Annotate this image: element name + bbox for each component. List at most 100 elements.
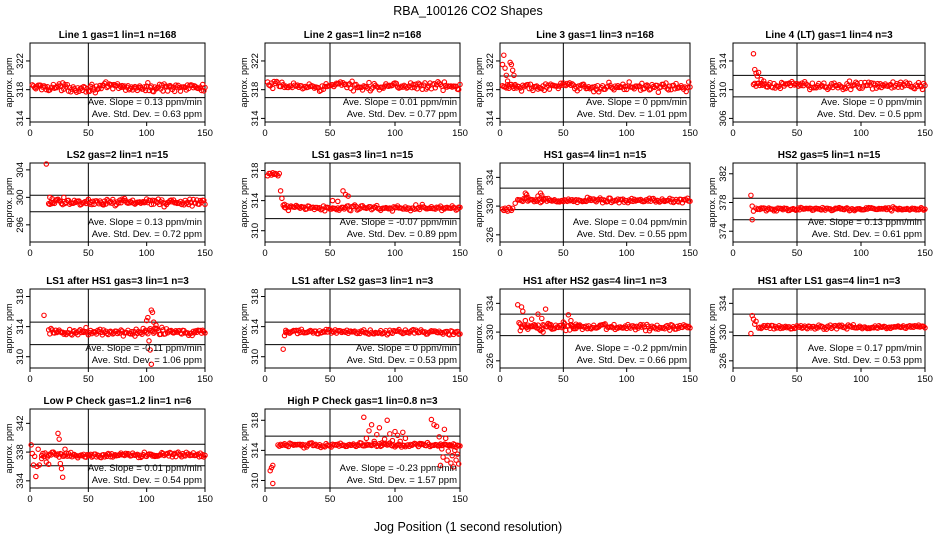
series-points [280, 326, 463, 352]
x-tick-label: 50 [558, 374, 569, 385]
data-point [97, 82, 103, 89]
data-point [432, 85, 439, 91]
y-tick-label: 378 [718, 195, 729, 211]
slope-annotation: Ave. Slope = -0.11 ppm/min [85, 343, 202, 354]
x-tick-label: 50 [792, 248, 803, 259]
data-point [384, 332, 390, 338]
data-point [577, 85, 583, 92]
data-point [666, 327, 673, 333]
data-point [440, 87, 446, 94]
x-tick-label: 0 [27, 374, 32, 385]
y-axis-label: approx. ppm [4, 423, 14, 473]
y-tick-label: 314 [15, 110, 26, 126]
plot-frame [732, 42, 926, 123]
data-point [807, 323, 813, 330]
data-point [281, 332, 288, 339]
std-dev-annotation: Ave. Std. Dev. = 0.63 ppm [92, 109, 202, 120]
x-tick-label: 150 [452, 374, 468, 385]
data-point [57, 460, 64, 467]
data-point [535, 311, 541, 317]
data-point [623, 86, 630, 93]
data-point [584, 325, 591, 332]
data-point [149, 309, 156, 316]
data-point [45, 461, 52, 468]
data-point [410, 81, 416, 88]
data-point [749, 216, 755, 223]
data-point [138, 330, 144, 336]
data-point [68, 89, 74, 95]
data-point [509, 67, 516, 74]
y-tick-label: 374 [718, 223, 729, 239]
data-point [115, 200, 122, 206]
std-dev-annotation: Ave. Std. Dev. = 0.66 ppm [577, 355, 687, 366]
data-point [499, 61, 506, 68]
x-tick-label: 50 [83, 494, 94, 505]
data-point [363, 435, 370, 442]
x-tick-label: 150 [452, 248, 468, 259]
data-point [540, 329, 546, 335]
data-point [134, 87, 141, 94]
data-point [539, 315, 545, 322]
slope-annotation: Ave. Slope = 0.01 ppm/min [343, 97, 457, 108]
x-tick-label: 100 [619, 248, 635, 259]
data-point [868, 80, 874, 86]
data-point [283, 327, 289, 334]
data-point [164, 88, 171, 94]
series-points [264, 170, 463, 214]
data-point [202, 330, 208, 336]
y-tick-label: 334 [15, 473, 26, 489]
data-point [444, 457, 450, 463]
slope-annotation: Ave. Slope = 0.13 ppm/min [808, 217, 922, 228]
x-tick-label: 0 [730, 248, 735, 259]
x-tick-label: 50 [325, 374, 336, 385]
data-point [687, 325, 693, 331]
data-point [371, 438, 377, 445]
data-point [886, 324, 892, 330]
data-point [455, 86, 462, 93]
x-tick-label: 0 [27, 248, 32, 259]
series-points [29, 79, 208, 96]
data-point [281, 201, 288, 208]
y-axis-label: approx. ppm [707, 177, 717, 227]
data-point [55, 430, 61, 437]
y-tick-label: 318 [250, 412, 261, 428]
data-point [606, 79, 612, 86]
panel-title: Low P Check gas=1.2 lin=1 n=6 [44, 396, 192, 407]
y-axis-label: approx. ppm [239, 303, 249, 353]
data-point [320, 86, 327, 92]
data-point [349, 78, 355, 85]
x-tick-label: 150 [917, 128, 933, 139]
x-tick-label: 0 [262, 128, 267, 139]
data-point [361, 414, 367, 421]
slope-annotation: Ave. Slope = 0 ppm/min [356, 343, 457, 354]
data-point [547, 325, 554, 331]
panel-14: High P Check gas=1 lin=0.8 n=3 310 314 318a… [239, 396, 468, 505]
data-point [389, 437, 396, 444]
data-point [280, 346, 286, 352]
panel-13: Low P Check gas=1.2 lin=1 n=6 334 338 342ap… [4, 396, 213, 505]
panel-title: HS2 gas=5 lin=1 n=15 [778, 150, 881, 161]
x-tick-label: 150 [452, 494, 468, 505]
y-tick-label: 334 [485, 295, 496, 311]
x-tick-label: 50 [83, 128, 94, 139]
x-tick-label: 100 [853, 248, 869, 259]
panel-9: LS1 after HS1 gas=3 lin=1 n=3 310 314 318ap… [4, 276, 213, 385]
y-tick-label: 314 [250, 193, 261, 209]
data-point [384, 417, 390, 424]
y-axis-label: approx. ppm [707, 57, 717, 107]
data-point [381, 436, 388, 442]
x-tick-label: 50 [558, 248, 569, 259]
x-tick-label: 100 [139, 374, 155, 385]
data-point [79, 328, 86, 334]
data-point [919, 86, 926, 93]
data-point [846, 78, 853, 84]
slope-annotation: Ave. Slope = 0 ppm/min [586, 97, 687, 108]
data-point [100, 202, 107, 208]
data-point [354, 330, 361, 337]
data-point [297, 441, 303, 448]
data-point [453, 457, 459, 463]
data-point [622, 83, 629, 89]
data-point [329, 197, 336, 204]
data-point [895, 206, 901, 213]
series-points [499, 52, 693, 96]
